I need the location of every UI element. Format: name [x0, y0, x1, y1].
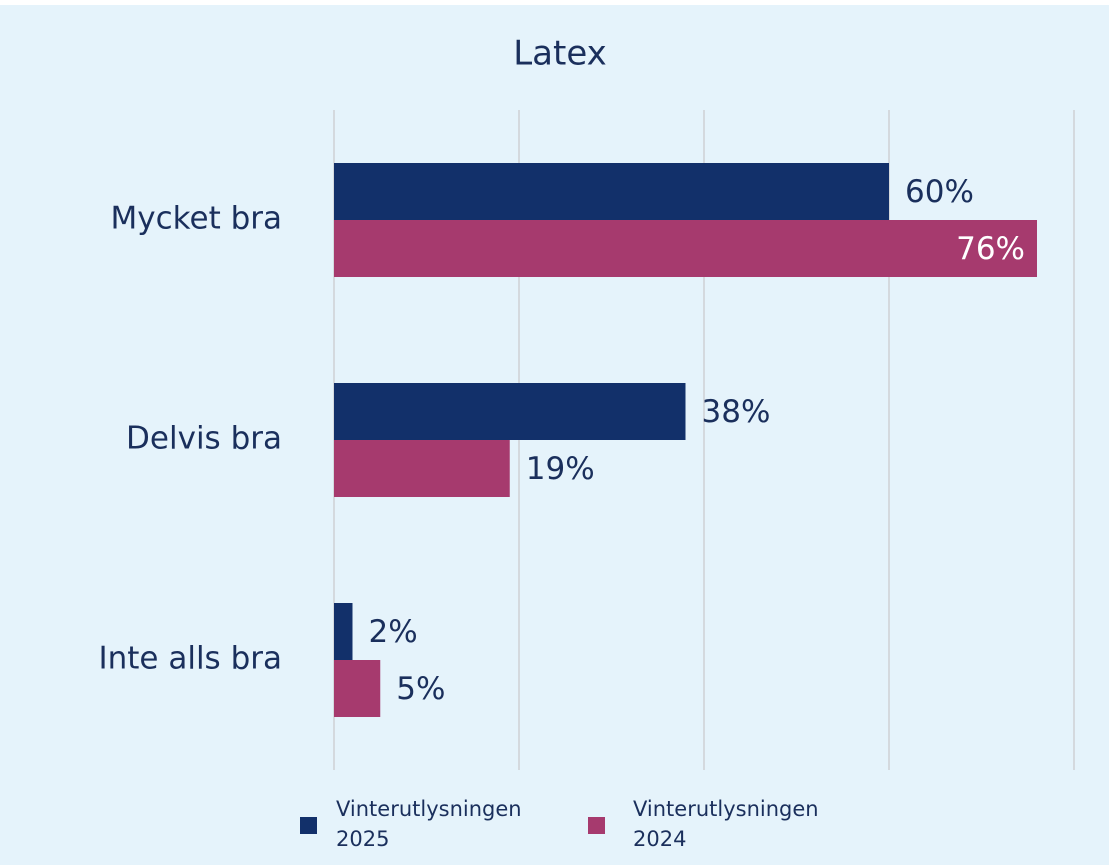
category-label: Delvis bra	[126, 421, 282, 457]
value-label: 38%	[702, 394, 771, 430]
value-label: 2%	[369, 614, 418, 650]
bar	[334, 603, 353, 660]
value-label: 19%	[526, 451, 595, 487]
legend-swatch	[300, 817, 317, 834]
bar	[334, 220, 1037, 277]
value-label: 60%	[905, 174, 974, 210]
bar	[334, 440, 510, 497]
bar	[334, 383, 686, 440]
legend-label: Vinterutlysningen 2025	[336, 797, 522, 851]
value-label: 5%	[396, 671, 445, 707]
value-label: 76%	[956, 231, 1025, 267]
bar	[334, 163, 889, 220]
category-label: Mycket bra	[111, 201, 282, 237]
legend-swatch	[588, 817, 605, 834]
category-label: Inte alls bra	[98, 641, 282, 677]
legend-label: Vinterutlysningen 2024	[633, 797, 819, 851]
bar	[334, 660, 381, 717]
chart-title: Latex	[513, 34, 607, 74]
